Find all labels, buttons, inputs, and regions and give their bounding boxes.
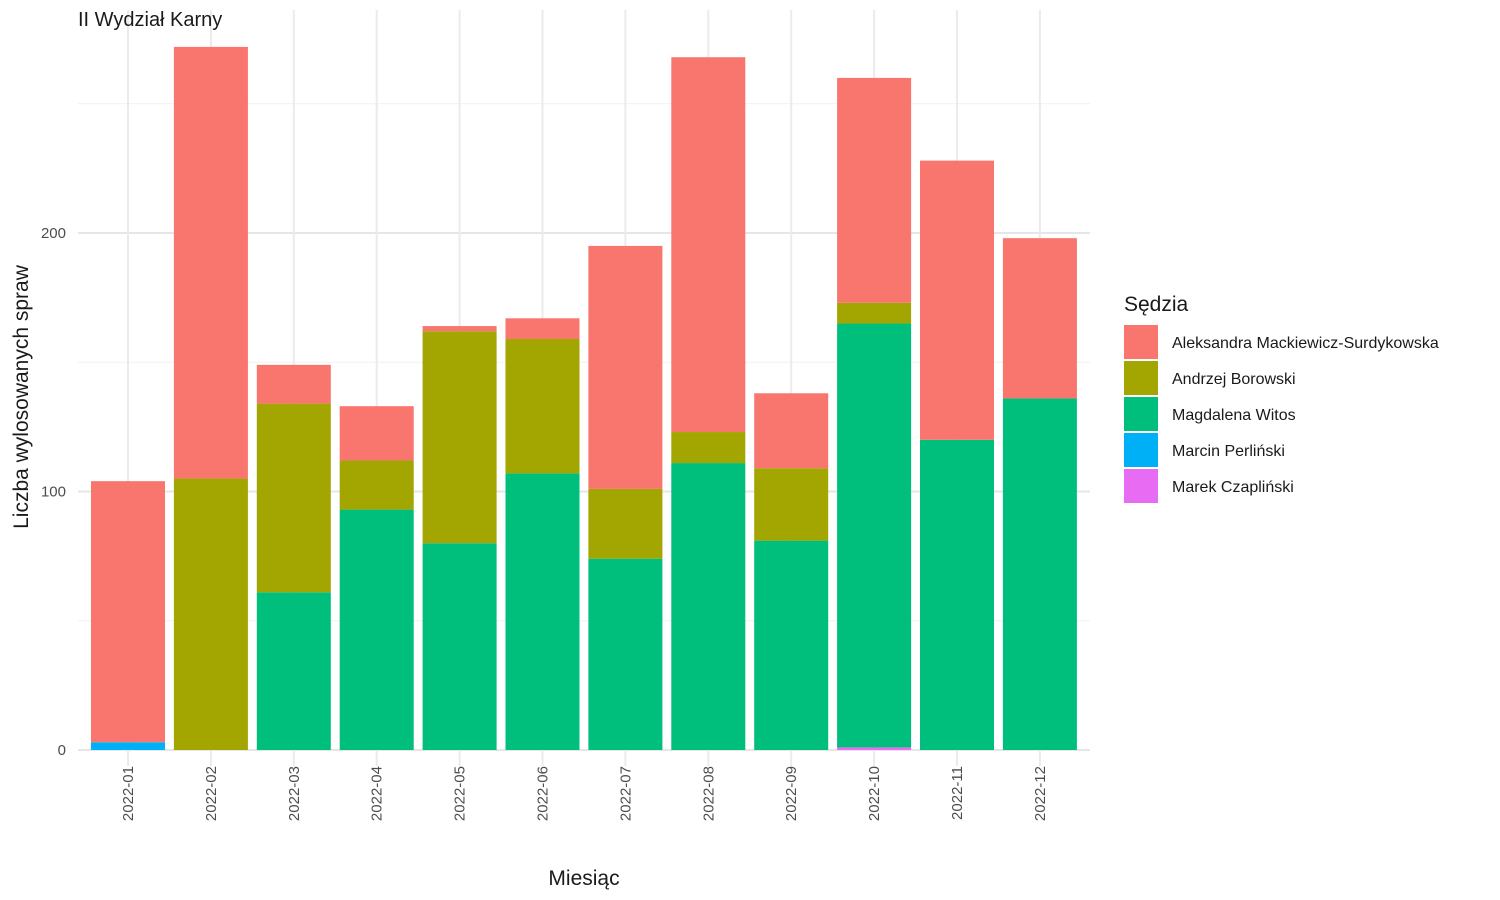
bar-segment [505, 318, 580, 339]
bar-segment [920, 439, 994, 750]
x-tick-label: 2022-03 [286, 766, 303, 821]
legend-label: Andrzej Borowski [1172, 371, 1296, 388]
bar-segment [256, 592, 331, 750]
x-tick-label: 2022-05 [452, 766, 469, 821]
x-axis-ticks: 2022-01 2022-02 2022-03 2022-04 2022-05 2022-… [120, 766, 1049, 821]
legend-key [1124, 325, 1158, 359]
bar-segment [837, 77, 912, 303]
x-tick-label: 2022-06 [535, 766, 552, 821]
x-tick-label: 2022-01 [120, 766, 137, 821]
x-tick-label: 2022-12 [1032, 766, 1049, 821]
legend-title: Sędzia [1124, 293, 1189, 316]
bar-segment [256, 364, 331, 404]
bar-segment [173, 46, 248, 479]
bars [91, 46, 1077, 750]
bar-segment [339, 406, 414, 461]
bar-segment [422, 326, 497, 332]
x-tick-label: 2022-08 [700, 766, 717, 821]
bar-segment [422, 543, 497, 750]
legend-key [1124, 433, 1158, 467]
bar-segment [339, 509, 414, 750]
bar-segment [1002, 398, 1077, 750]
bar-segment [754, 393, 829, 469]
x-tick-label: 2022-11 [949, 766, 966, 820]
bar-segment [422, 331, 497, 544]
y-tick-label: 0 [58, 742, 66, 759]
bar-segment [505, 338, 580, 474]
x-tick-label: 2022-04 [369, 766, 386, 821]
bar-segment [837, 302, 912, 324]
bar-segment [505, 473, 580, 750]
bar-segment [256, 403, 331, 593]
legend-label: Marek Czapliński [1172, 479, 1294, 496]
bar-segment [671, 57, 746, 433]
x-tick-label: 2022-02 [203, 766, 220, 821]
bar-segment [837, 323, 912, 748]
x-tick-label: 2022-10 [866, 766, 883, 821]
bar-segment [837, 747, 912, 750]
bar-segment [1002, 238, 1077, 399]
legend-key [1124, 361, 1158, 395]
bar-segment [920, 160, 994, 440]
bar-segment [588, 558, 663, 750]
x-tick-label: 2022-07 [617, 766, 634, 821]
y-axis-ticks: 0 100 200 [41, 225, 66, 759]
legend-label: Marcin Perliński [1172, 443, 1285, 460]
bar-segment [91, 742, 165, 750]
legend: Sędzia Aleksandra Mackiewicz-Surdykowska… [1124, 293, 1439, 503]
x-axis-title: Miesiąc [548, 867, 619, 890]
legend-key [1124, 469, 1158, 503]
y-axis-title: Liczba wylosowanych spraw [10, 264, 33, 529]
bar-segment [588, 245, 663, 489]
y-tick-label: 200 [41, 225, 66, 242]
bar-segment [671, 463, 746, 750]
legend-key [1124, 397, 1158, 431]
bar-segment [754, 540, 829, 750]
bar-segment [91, 481, 165, 743]
x-tick-label: 2022-09 [783, 766, 800, 821]
bar-segment [671, 432, 746, 464]
bar-segment [339, 460, 414, 510]
bar-segment [588, 488, 663, 559]
y-tick-label: 100 [41, 484, 66, 501]
legend-label: Aleksandra Mackiewicz-Surdykowska [1172, 335, 1439, 352]
bar-segment [173, 478, 248, 750]
legend-label: Magdalena Witos [1172, 407, 1296, 424]
chart-title: II Wydział Karny [78, 9, 222, 31]
bar-segment [754, 468, 829, 541]
